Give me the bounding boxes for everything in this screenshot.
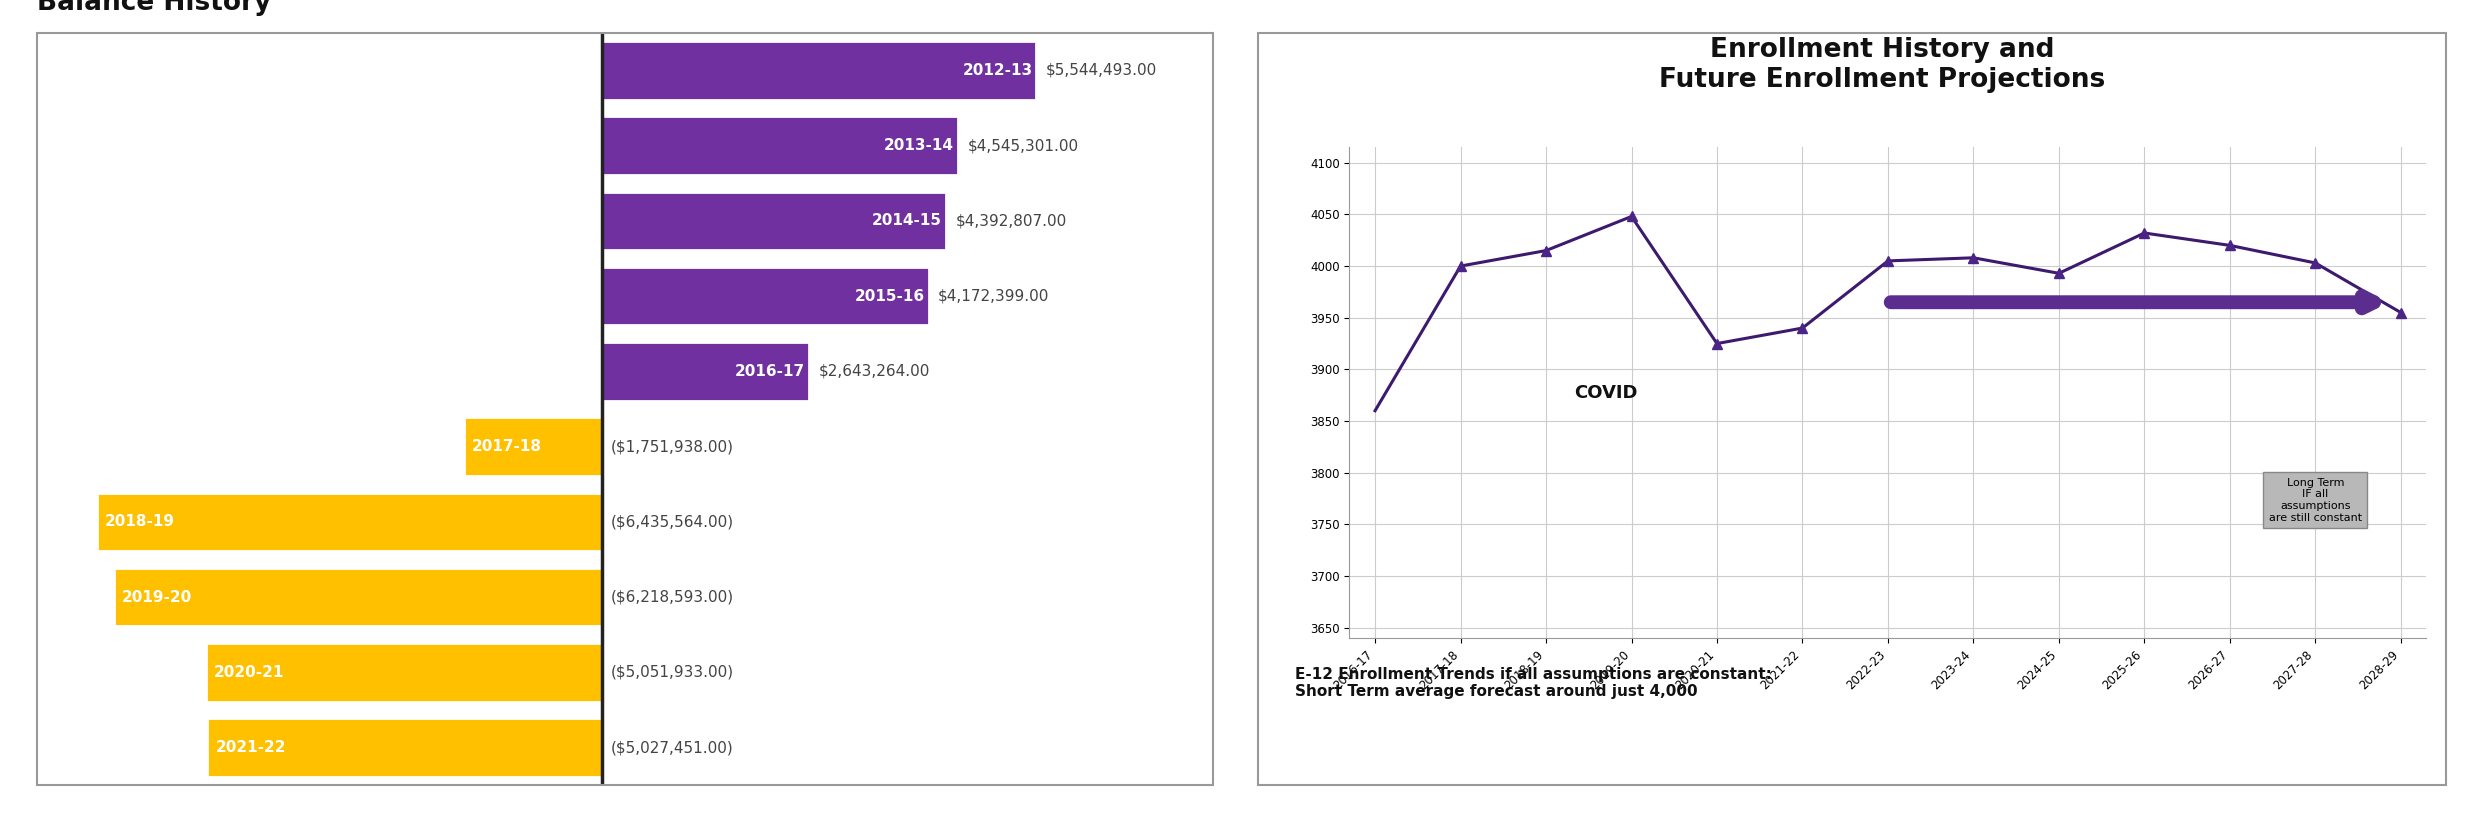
Bar xyxy=(206,643,602,702)
Text: 2020-21: 2020-21 xyxy=(213,665,285,680)
Text: ($5,051,933.00): ($5,051,933.00) xyxy=(612,665,735,680)
Text: COVID: COVID xyxy=(1575,384,1637,402)
Text: ($6,218,593.00): ($6,218,593.00) xyxy=(612,590,735,605)
Text: $2,643,264.00: $2,643,264.00 xyxy=(820,364,928,379)
Bar xyxy=(602,41,1037,100)
Bar xyxy=(602,116,958,175)
Text: ($1,751,938.00): ($1,751,938.00) xyxy=(612,439,733,454)
Text: 2018-19: 2018-19 xyxy=(104,515,176,529)
Text: 2017-18: 2017-18 xyxy=(473,439,542,454)
Text: ($5,027,451.00): ($5,027,451.00) xyxy=(612,740,733,755)
Bar xyxy=(97,492,602,551)
Text: 2019-20: 2019-20 xyxy=(121,590,193,605)
Text: 2013-14: 2013-14 xyxy=(884,138,953,153)
Text: 2012-13: 2012-13 xyxy=(963,63,1032,78)
Text: 2015-16: 2015-16 xyxy=(854,289,926,303)
Text: Enrollment History and
Future Enrollment Projections: Enrollment History and Future Enrollment… xyxy=(1659,37,2105,92)
Text: $4,172,399.00: $4,172,399.00 xyxy=(938,289,1050,303)
Bar xyxy=(208,718,602,777)
Bar xyxy=(602,342,810,401)
Bar xyxy=(602,191,946,250)
Text: 2016-17: 2016-17 xyxy=(735,364,805,379)
Text: 10 Year Unreserved General Fund
Balance History: 10 Year Unreserved General Fund Balance … xyxy=(37,0,537,16)
Bar xyxy=(114,568,602,627)
Text: $4,545,301.00: $4,545,301.00 xyxy=(968,138,1080,153)
Text: 2021-22: 2021-22 xyxy=(215,740,285,755)
Text: ($6,435,564.00): ($6,435,564.00) xyxy=(612,515,735,529)
Text: 2014-15: 2014-15 xyxy=(872,213,943,228)
Text: $4,392,807.00: $4,392,807.00 xyxy=(956,213,1067,228)
Text: E-12 Enrollment Trends if all assumptions are constant:
Short Term average forec: E-12 Enrollment Trends if all assumption… xyxy=(1295,667,1773,699)
Text: Long Term
IF all
assumptions
are still constant: Long Term IF all assumptions are still c… xyxy=(2268,478,2362,523)
Bar xyxy=(465,417,602,476)
Text: $5,544,493.00: $5,544,493.00 xyxy=(1045,63,1156,78)
Bar xyxy=(602,267,928,326)
